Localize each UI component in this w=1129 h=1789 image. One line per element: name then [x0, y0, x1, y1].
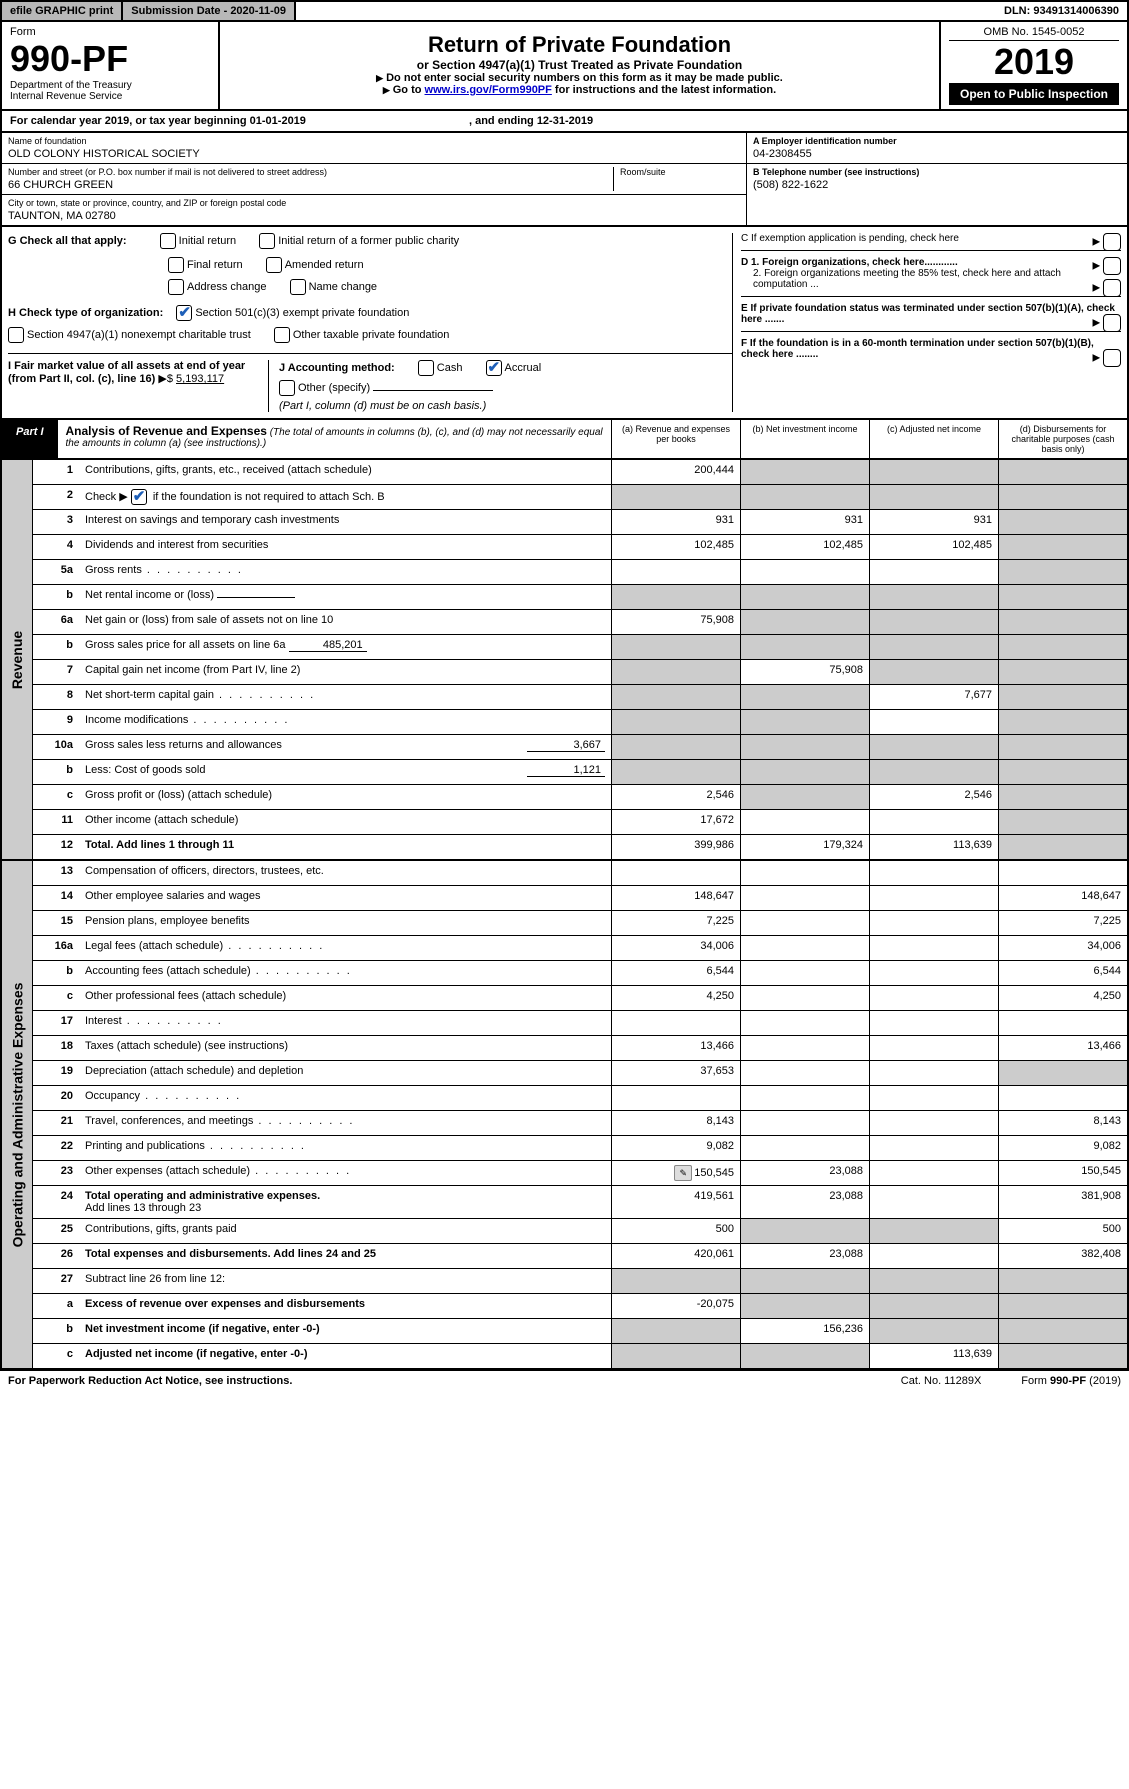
revenue-side-label: Revenue [2, 460, 33, 859]
ein-label: A Employer identification number [753, 136, 1121, 146]
telephone: (508) 822-1622 [753, 177, 1121, 191]
attach-icon[interactable]: ✎ [674, 1165, 692, 1181]
efile-label[interactable]: efile GRAPHIC print [2, 2, 123, 20]
fmv-value: 5,193,117 [176, 373, 224, 385]
chk-address-change[interactable] [168, 279, 184, 295]
form-header: Form 990-PF Department of the Treasury I… [0, 22, 1129, 111]
info-block: Name of foundation OLD COLONY HISTORICAL… [0, 133, 1129, 227]
footer: For Paperwork Reduction Act Notice, see … [0, 1370, 1129, 1391]
form-number: 990-PF [10, 38, 210, 80]
form-word: Form [10, 26, 210, 38]
chk-other-taxable[interactable] [274, 327, 290, 343]
street-address: 66 CHURCH GREEN [8, 177, 613, 191]
ein: 04-2308455 [753, 146, 1121, 160]
chk-c[interactable] [1103, 233, 1121, 251]
open-to-public: Open to Public Inspection [949, 83, 1119, 105]
chk-d2[interactable] [1103, 279, 1121, 297]
g-label: G Check all that apply: [8, 235, 127, 247]
part1-header: Part I Analysis of Revenue and Expenses … [0, 420, 1129, 460]
top-bar: efile GRAPHIC print Submission Date - 20… [0, 0, 1129, 22]
room-label: Room/suite [620, 167, 740, 177]
chk-e[interactable] [1103, 314, 1121, 332]
irs-link[interactable]: www.irs.gov/Form990PF [425, 84, 552, 96]
irs-label: Internal Revenue Service [10, 91, 210, 102]
col-d: (d) Disbursements for charitable purpose… [998, 420, 1127, 458]
chk-f[interactable] [1103, 349, 1121, 367]
h-label: H Check type of organization: [8, 307, 163, 319]
city-state-zip: TAUNTON, MA 02780 [8, 208, 740, 222]
name-label: Name of foundation [8, 136, 740, 146]
instr-2: Go to www.irs.gov/Form990PF for instruct… [228, 84, 931, 96]
chk-accrual[interactable] [486, 360, 502, 376]
tel-label: B Telephone number (see instructions) [753, 167, 1121, 177]
form-subtitle: or Section 4947(a)(1) Trust Treated as P… [228, 58, 931, 72]
omb-number: OMB No. 1545-0052 [949, 26, 1119, 41]
cat-no: Cat. No. 11289X [901, 1375, 982, 1387]
c-label: C If exemption application is pending, c… [741, 233, 959, 244]
col-a: (a) Revenue and expenses per books [611, 420, 740, 458]
chk-final[interactable] [168, 257, 184, 273]
chk-initial-return[interactable] [160, 233, 176, 249]
form-footer: Form 990-PF (2019) [1021, 1375, 1121, 1387]
part1-tab: Part I [2, 420, 58, 458]
j-note: (Part I, column (d) must be on cash basi… [279, 400, 541, 412]
submission-date: Submission Date - 2020-11-09 [123, 2, 296, 20]
instr-1: Do not enter social security numbers on … [228, 72, 931, 84]
j-label: J Accounting method: [279, 362, 395, 374]
calendar-year-row: For calendar year 2019, or tax year begi… [0, 111, 1129, 133]
dept-treasury: Department of the Treasury [10, 80, 210, 91]
chk-501c3[interactable] [176, 305, 192, 321]
addr-label: Number and street (or P.O. box number if… [8, 167, 613, 177]
form-title: Return of Private Foundation [228, 32, 931, 58]
city-label: City or town, state or province, country… [8, 198, 740, 208]
paperwork-notice: For Paperwork Reduction Act Notice, see … [8, 1375, 292, 1387]
d1-label: D 1. Foreign organizations, check here..… [741, 257, 958, 268]
chk-sch-b[interactable] [131, 489, 147, 505]
expenses-table: Operating and Administrative Expenses 13… [0, 861, 1129, 1370]
chk-amended[interactable] [266, 257, 282, 273]
chk-name-change[interactable] [290, 279, 306, 295]
col-b: (b) Net investment income [740, 420, 869, 458]
check-section: G Check all that apply: Initial return I… [0, 227, 1129, 420]
d2-label: 2. Foreign organizations meeting the 85%… [753, 268, 1061, 290]
tax-year: 2019 [949, 41, 1119, 83]
revenue-table: Revenue 1Contributions, gifts, grants, e… [0, 460, 1129, 861]
chk-d1[interactable] [1103, 257, 1121, 275]
col-c: (c) Adjusted net income [869, 420, 998, 458]
chk-4947[interactable] [8, 327, 24, 343]
chk-cash[interactable] [418, 360, 434, 376]
foundation-name: OLD COLONY HISTORICAL SOCIETY [8, 146, 740, 160]
expenses-side-label: Operating and Administrative Expenses [2, 861, 33, 1368]
dln: DLN: 93491314006390 [996, 2, 1127, 20]
f-label: F If the foundation is in a 60-month ter… [741, 338, 1094, 360]
e-label: E If private foundation status was termi… [741, 303, 1115, 325]
chk-initial-former[interactable] [259, 233, 275, 249]
part1-title: Analysis of Revenue and Expenses [66, 424, 267, 438]
chk-other-method[interactable] [279, 380, 295, 396]
